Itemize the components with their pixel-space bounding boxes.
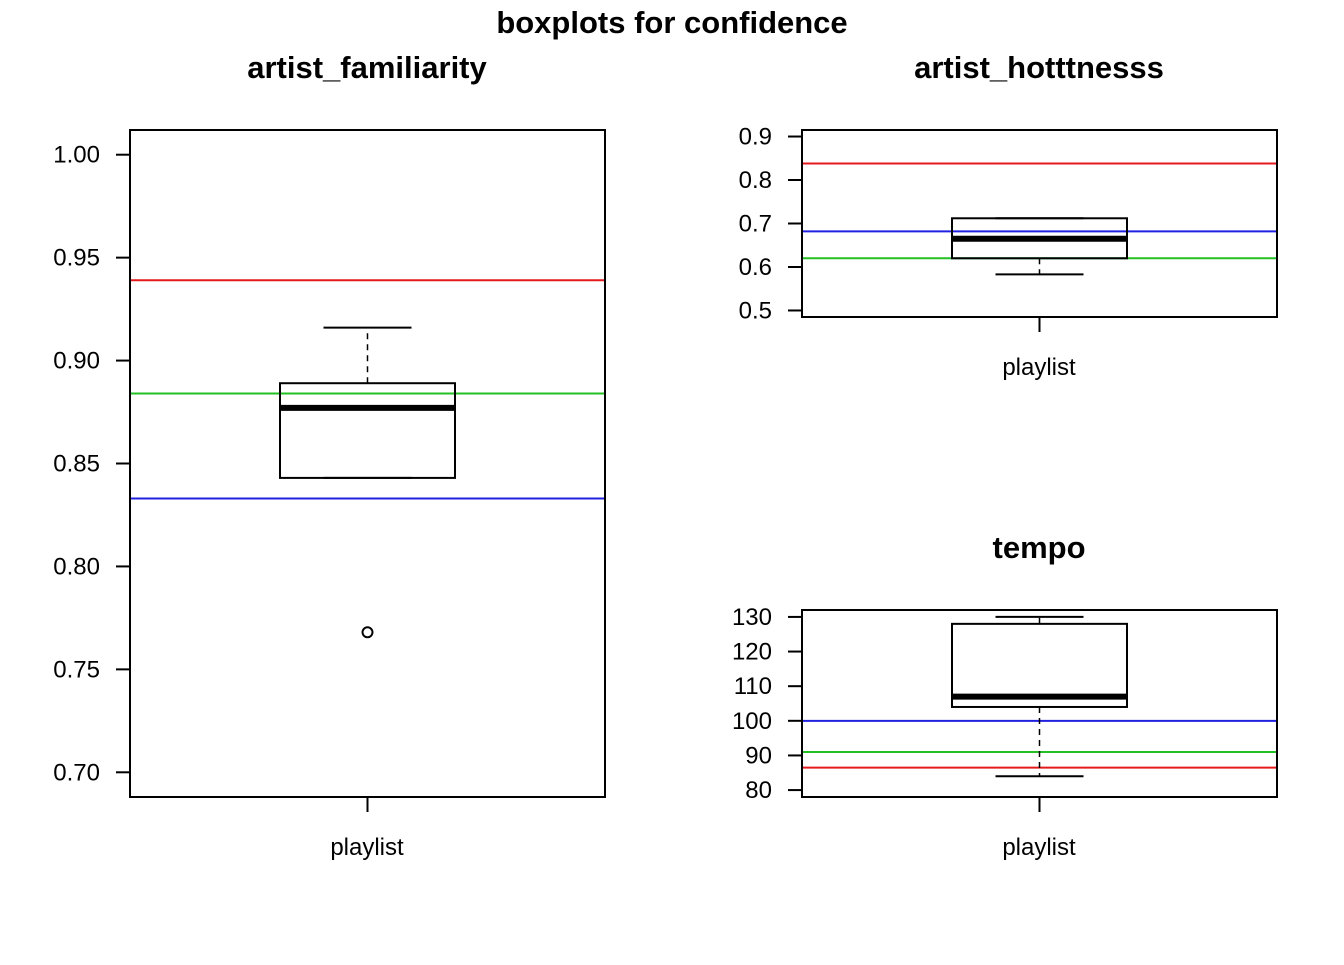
box-iqr	[951, 622, 1128, 708]
y-tick-label: 0.6	[739, 254, 772, 281]
panel-title: artist_hotttnesss	[914, 50, 1164, 85]
y-tick-label: 1.00	[53, 142, 100, 169]
category-label: playlist	[1002, 834, 1076, 861]
panel-artist-hotttnesss: artist_hotttnesss playlist 0.5 0.6 0.7 0.8 0…	[739, 50, 1278, 381]
y-tick-label: 80	[745, 777, 772, 804]
box-iqr	[279, 382, 456, 479]
panel-title: tempo	[993, 530, 1086, 565]
y-tick-label: 0.5	[739, 297, 772, 324]
plot-frame	[129, 129, 606, 798]
y-tick-label: 0.85	[53, 451, 100, 478]
category-label: playlist	[330, 834, 404, 861]
y-tick-label: 90	[745, 742, 772, 769]
y-tick-label: 100	[732, 708, 772, 735]
y-tick-label: 0.9	[739, 124, 772, 151]
y-tick-label: 0.8	[739, 167, 772, 194]
y-tick-label: 0.75	[53, 656, 100, 683]
plot-frame	[801, 609, 1278, 798]
category-label: playlist	[1002, 354, 1076, 381]
y-tick-label: 0.90	[53, 348, 100, 375]
plot-frame	[801, 129, 1278, 318]
panel-tempo: tempo playlist 80 90 100 110 120 130	[732, 530, 1278, 861]
y-tick-label: 0.70	[53, 759, 100, 786]
y-tick-label: 0.7	[739, 211, 772, 238]
y-tick-label: 110	[734, 673, 772, 700]
panel-title: artist_familiarity	[247, 50, 487, 85]
y-tick-label: 120	[732, 639, 772, 666]
outlier-point	[361, 626, 374, 639]
y-tick-label: 130	[732, 604, 772, 631]
y-tick-label: 0.95	[53, 245, 100, 272]
y-tick-label: 0.80	[53, 553, 100, 580]
page-title: boxplots for confidence	[496, 5, 847, 40]
panel-artist-familiarity: artist_familiarity playlist 0.70 0.75 0.80…	[53, 50, 606, 861]
